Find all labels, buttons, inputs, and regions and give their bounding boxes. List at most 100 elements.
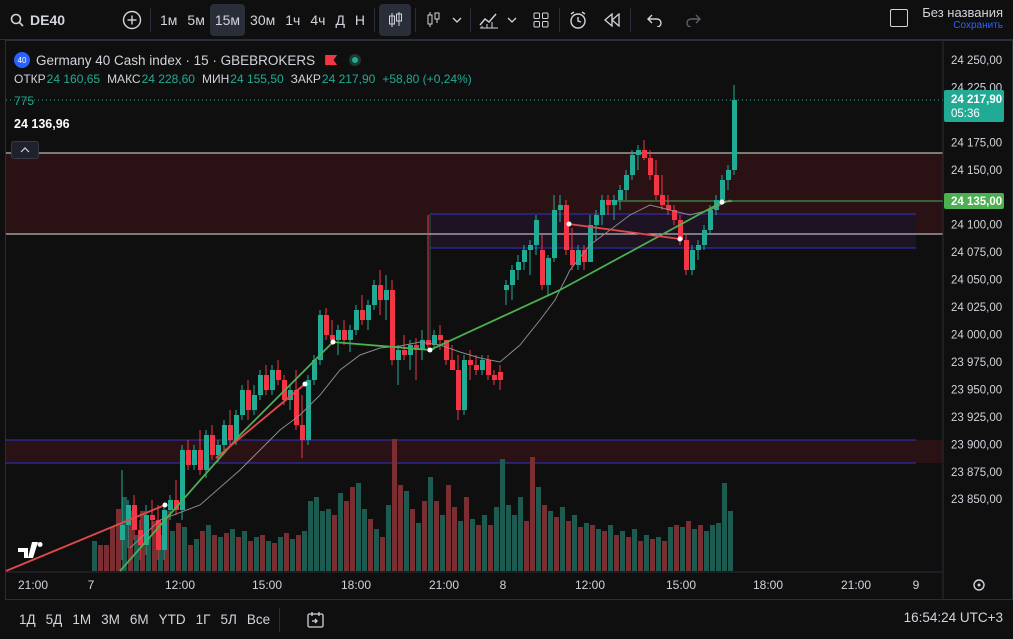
settings-gear-center bbox=[977, 583, 981, 587]
chevron-down-icon bbox=[452, 17, 462, 23]
replay-button[interactable] bbox=[598, 4, 626, 36]
market-status-icon[interactable] bbox=[349, 54, 362, 66]
candles-chart-type-button[interactable] bbox=[379, 3, 412, 36]
volume-bar bbox=[170, 531, 175, 571]
price-tick-label: 24 075,00 bbox=[951, 247, 1002, 259]
candle-body bbox=[402, 350, 407, 355]
candle-body bbox=[600, 200, 605, 215]
collapse-legend-button[interactable] bbox=[11, 141, 39, 159]
volume-bar bbox=[350, 487, 355, 571]
last-price-value: 24 217,90 bbox=[951, 94, 1002, 106]
trend-line-red[interactable] bbox=[5, 504, 166, 572]
volume-bar bbox=[92, 541, 97, 571]
volume-bar bbox=[230, 529, 235, 571]
trend-anchor-point[interactable] bbox=[427, 347, 433, 353]
volume-bar bbox=[248, 541, 253, 571]
settings-gear-icon[interactable] bbox=[973, 579, 985, 591]
fullscreen-checkbox-icon[interactable] bbox=[890, 9, 909, 27]
range-5y[interactable]: 5Л bbox=[220, 612, 237, 627]
candle-body bbox=[570, 250, 575, 265]
interval-day[interactable]: Д bbox=[335, 11, 345, 28]
time-tick-label: 9 bbox=[913, 578, 920, 592]
alert-button[interactable] bbox=[564, 4, 592, 36]
volume-bar bbox=[332, 515, 337, 571]
volume-bar bbox=[338, 493, 343, 571]
open-value: 24 160,65 bbox=[46, 72, 101, 86]
interval-5m[interactable]: 5м bbox=[187, 11, 205, 28]
time-tick-label: 18:00 bbox=[341, 578, 371, 592]
chart-type-dropdown[interactable] bbox=[448, 4, 466, 36]
volume-bar bbox=[374, 529, 379, 571]
candle-body bbox=[198, 450, 203, 470]
trend-anchor-point[interactable] bbox=[302, 381, 308, 387]
candle-body bbox=[228, 425, 233, 440]
symbol-logo-icon: 40 bbox=[14, 52, 30, 68]
last-price-tag[interactable] bbox=[944, 90, 1004, 122]
volume-bar bbox=[458, 521, 463, 571]
toolbar-divider bbox=[470, 7, 472, 32]
layout-title[interactable]: Без названия Сохранить bbox=[890, 5, 1003, 31]
trend-anchor-point[interactable] bbox=[677, 236, 683, 242]
candle-body bbox=[390, 290, 395, 360]
redo-button[interactable] bbox=[679, 4, 707, 36]
candle-body bbox=[300, 425, 305, 440]
volume-bar bbox=[422, 501, 427, 571]
go-to-date-button[interactable] bbox=[302, 604, 330, 636]
range-1d[interactable]: 1Д bbox=[19, 612, 36, 627]
compare-symbol-button[interactable] bbox=[118, 4, 146, 36]
trend-anchor-point[interactable] bbox=[719, 199, 725, 205]
demand-zone[interactable] bbox=[6, 440, 943, 463]
interval-1h[interactable]: 1ч bbox=[285, 11, 301, 28]
tradingview-logo-icon[interactable] bbox=[18, 542, 43, 558]
low-label: МИН bbox=[201, 72, 230, 86]
candle-body bbox=[486, 360, 491, 375]
volume-bar bbox=[662, 541, 667, 571]
time-tick-label: 21:00 bbox=[18, 578, 48, 592]
range-all[interactable]: Все bbox=[246, 612, 271, 627]
volume-bar bbox=[716, 523, 721, 571]
line-price-tag[interactable] bbox=[944, 193, 1004, 209]
range-5d[interactable]: 5Д bbox=[45, 612, 63, 627]
candle-body bbox=[534, 220, 539, 245]
candle-body bbox=[630, 155, 635, 175]
indicators-button[interactable] bbox=[420, 4, 448, 36]
range-3m[interactable]: 3М bbox=[101, 612, 120, 627]
range-1m[interactable]: 1М bbox=[72, 612, 92, 627]
range-6m[interactable]: 6М bbox=[129, 612, 149, 627]
bottom-toolbar: 1Д 5Д 1М 3М 6М YTD 1Г 5Л Все 16:54:24 UT… bbox=[0, 600, 1013, 639]
save-status[interactable]: Сохранить bbox=[953, 20, 1003, 31]
indicators-dropdown[interactable] bbox=[503, 4, 521, 36]
interval-4h[interactable]: 4ч bbox=[310, 11, 326, 28]
clock-timezone[interactable]: 16:54:24 UTC+3 bbox=[903, 610, 1003, 625]
time-tick-label: 15:00 bbox=[252, 578, 282, 592]
volume-bar bbox=[194, 539, 199, 571]
layout-button[interactable] bbox=[527, 4, 555, 36]
interval-week[interactable]: Н bbox=[354, 11, 366, 28]
trend-anchor-point[interactable] bbox=[566, 221, 572, 227]
interval-15m[interactable]: 15м bbox=[209, 3, 246, 36]
volume-bar bbox=[116, 509, 121, 571]
indicators-templates-button[interactable] bbox=[475, 4, 503, 36]
trend-anchor-point[interactable] bbox=[330, 339, 336, 345]
range-ytd[interactable]: YTD bbox=[158, 612, 186, 627]
flag-icon[interactable] bbox=[325, 55, 338, 65]
candle-body bbox=[192, 450, 197, 465]
volume-bar bbox=[152, 521, 157, 571]
candle-body bbox=[672, 210, 677, 220]
undo-button[interactable] bbox=[641, 4, 669, 36]
interval-1m[interactable]: 1м bbox=[160, 11, 178, 28]
symbol-search-button[interactable]: DE40 bbox=[0, 4, 118, 36]
range-1y[interactable]: 1Г bbox=[195, 612, 211, 627]
volume-bar bbox=[572, 515, 577, 571]
candle-body bbox=[420, 340, 425, 350]
volume-bar bbox=[512, 515, 517, 571]
volume-bar bbox=[368, 519, 373, 571]
symbol-description[interactable]: Germany 40 Cash index · 15 · GBEBROKERS bbox=[36, 52, 316, 68]
toolbar-divider bbox=[415, 7, 417, 32]
trend-line-red[interactable] bbox=[215, 383, 306, 459]
trend-line-red[interactable] bbox=[568, 223, 681, 240]
trend-anchor-point[interactable] bbox=[162, 502, 168, 508]
candle-body bbox=[240, 390, 245, 415]
interval-30m[interactable]: 30м bbox=[250, 11, 276, 28]
